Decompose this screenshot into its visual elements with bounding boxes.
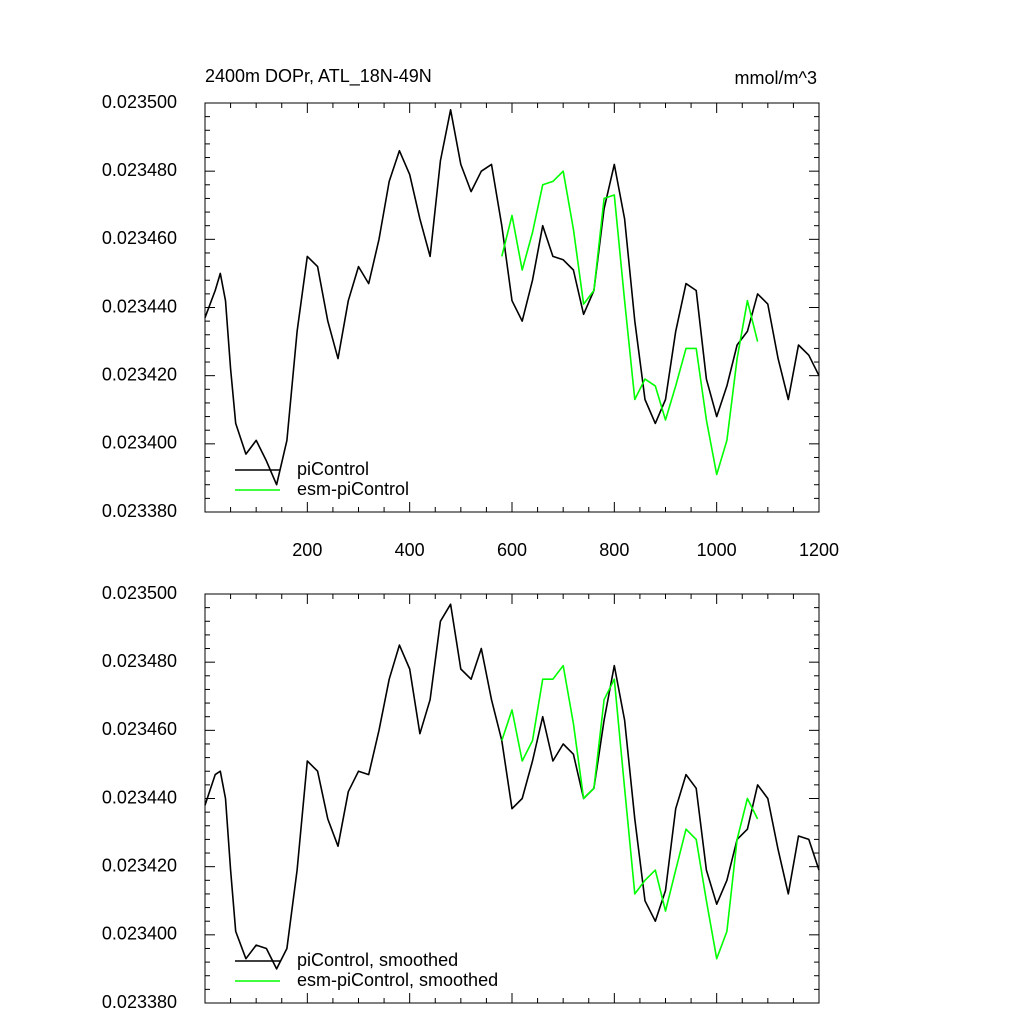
- x-tick-label: 400: [395, 540, 425, 560]
- legend-label: piControl, smoothed: [297, 950, 458, 970]
- x-tick-label: 800: [599, 540, 629, 560]
- y-tick-label: 0.023460: [102, 228, 177, 248]
- x-tick-label: 600: [497, 540, 527, 560]
- y-tick-label: 0.023480: [102, 160, 177, 180]
- y-tick-label: 0.023480: [102, 651, 177, 671]
- x-tick-label: 1000: [697, 540, 737, 560]
- series-line: [501, 170, 759, 476]
- x-tick-label: 200: [292, 540, 322, 560]
- y-tick-label: 0.023500: [102, 583, 177, 603]
- legend-label: piControl: [297, 459, 369, 479]
- y-tick-label: 0.023420: [102, 364, 177, 384]
- y-tick-label: 0.023460: [102, 719, 177, 739]
- legend-label: esm-piControl, smoothed: [297, 970, 498, 990]
- y-tick-label: 0.023400: [102, 433, 177, 453]
- series-line: [204, 109, 820, 486]
- x-tick-label: 1200: [799, 540, 839, 560]
- y-tick-label: 0.023400: [102, 924, 177, 944]
- plot-frame: [204, 593, 820, 1004]
- series-line: [501, 664, 759, 960]
- y-tick-label: 0.023380: [102, 992, 177, 1012]
- y-tick-label: 0.023500: [102, 92, 177, 112]
- chart-title: 2400m DOPr, ATL_18N-49N: [205, 66, 432, 87]
- units-label: mmol/m^3: [735, 68, 817, 88]
- y-tick-label: 0.023420: [102, 855, 177, 875]
- y-tick-label: 0.023380: [102, 501, 177, 521]
- y-tick-label: 0.023440: [102, 787, 177, 807]
- plot-frame: [204, 102, 820, 513]
- legend-label: esm-piControl: [297, 479, 409, 499]
- y-tick-label: 0.023440: [102, 296, 177, 316]
- series-line: [204, 603, 820, 970]
